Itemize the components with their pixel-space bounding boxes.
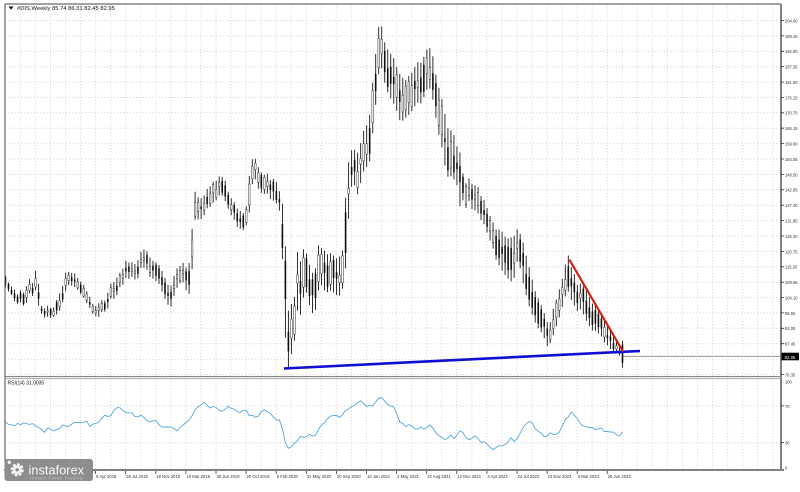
svg-text:instaforex: instaforex: [29, 464, 85, 478]
svg-text:176.25: 176.25: [785, 95, 798, 100]
svg-text:154.05: 154.05: [785, 157, 798, 162]
svg-text:170.70: 170.70: [785, 111, 798, 116]
svg-text:93.00: 93.00: [785, 326, 796, 331]
svg-text:2 May 2021: 2 May 2021: [397, 474, 420, 479]
svg-text:20 Oct 2019: 20 Oct 2019: [247, 474, 270, 479]
svg-text:87.45: 87.45: [785, 342, 796, 347]
svg-text:131.85: 131.85: [785, 219, 798, 224]
svg-text:30 Jun 2019: 30 Jun 2019: [217, 474, 241, 479]
svg-text:115.20: 115.20: [785, 265, 798, 270]
svg-text:29 Jul 2018: 29 Jul 2018: [126, 474, 148, 479]
svg-text:82.95: 82.95: [785, 355, 796, 360]
svg-text:10 Jan 2021: 10 Jan 2021: [367, 474, 391, 479]
svg-text:#DIS,Weekly 85.74 86.31 82.45: #DIS,Weekly 85.74 86.31 82.45 82.95: [17, 6, 115, 12]
svg-text:192.90: 192.90: [785, 49, 798, 54]
svg-text:70: 70: [785, 404, 790, 409]
svg-text:8 Apr 2018: 8 Apr 2018: [96, 474, 117, 479]
svg-text:159.60: 159.60: [785, 142, 798, 147]
svg-text:204.00: 204.00: [785, 18, 798, 23]
svg-text:22 Aug 2021: 22 Aug 2021: [427, 474, 451, 479]
svg-text:3 Apr 2022: 3 Apr 2022: [487, 474, 508, 479]
svg-text:109.65: 109.65: [785, 280, 798, 285]
svg-text:76.35: 76.35: [785, 372, 796, 377]
svg-text:20 Sep 2020: 20 Sep 2020: [337, 474, 361, 479]
svg-text:100: 100: [785, 379, 793, 384]
svg-text:0: 0: [785, 465, 788, 470]
svg-text:120.75: 120.75: [785, 249, 798, 254]
svg-text:RSI(14) 31.0035: RSI(14) 31.0035: [8, 381, 45, 387]
svg-text:31 May 2020: 31 May 2020: [307, 474, 332, 479]
svg-text:181.80: 181.80: [785, 80, 798, 85]
svg-text:18 Nov 2018: 18 Nov 2018: [156, 474, 180, 479]
svg-text:10 Mar 2019: 10 Mar 2019: [186, 474, 210, 479]
svg-text:142.95: 142.95: [785, 188, 798, 193]
svg-text:104.10: 104.10: [785, 295, 798, 300]
svg-text:Instant Forex Trading: Instant Forex Trading: [30, 476, 83, 481]
svg-text:126.30: 126.30: [785, 234, 798, 239]
svg-text:165.15: 165.15: [785, 126, 798, 131]
svg-text:148.50: 148.50: [785, 172, 798, 177]
svg-text:30: 30: [785, 441, 790, 446]
svg-text:25 Jun 2023: 25 Jun 2023: [608, 474, 632, 479]
svg-text:187.35: 187.35: [785, 65, 798, 70]
svg-text:13 Nov 2022: 13 Nov 2022: [548, 474, 572, 479]
svg-text:137.40: 137.40: [785, 203, 798, 208]
svg-text:198.45: 198.45: [785, 34, 798, 39]
svg-text:24 Jul 2022: 24 Jul 2022: [518, 474, 540, 479]
svg-text:5 Mar 2023: 5 Mar 2023: [578, 474, 600, 479]
svg-text:9 Feb 2020: 9 Feb 2020: [277, 474, 299, 479]
svg-text:98.55: 98.55: [785, 311, 796, 316]
svg-text:12 Dec 2021: 12 Dec 2021: [457, 474, 481, 479]
